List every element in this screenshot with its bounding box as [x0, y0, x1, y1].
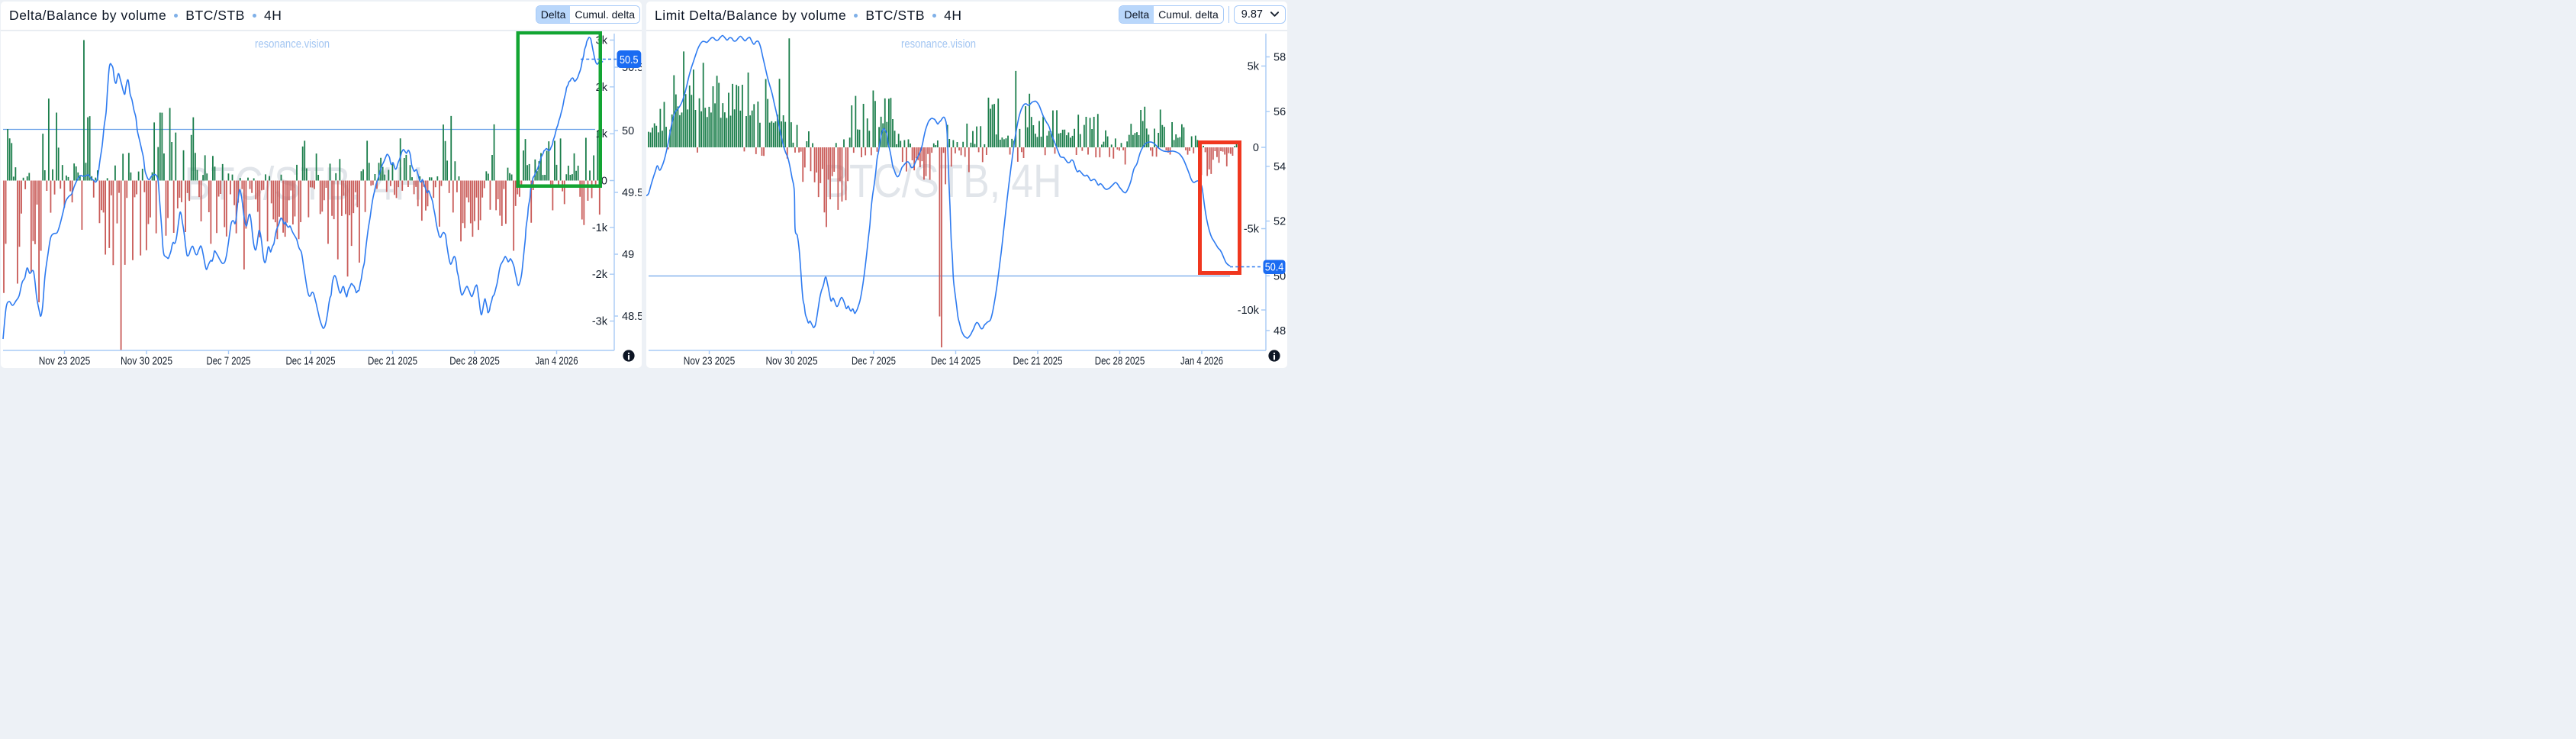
svg-text:50.5: 50.5 [620, 54, 639, 66]
svg-text:-2k: -2k [592, 269, 608, 281]
svg-text:52: 52 [1274, 216, 1286, 228]
svg-text:48: 48 [1274, 325, 1286, 337]
svg-text:Dec 7 2025: Dec 7 2025 [852, 355, 896, 368]
svg-text:Dec 14 2025: Dec 14 2025 [286, 355, 336, 368]
svg-text:5k: 5k [1248, 61, 1260, 73]
svg-text:Dec 14 2025: Dec 14 2025 [931, 355, 980, 368]
svg-text:resonance.vision: resonance.vision [901, 38, 976, 51]
svg-text:50: 50 [622, 125, 634, 137]
svg-text:Dec 28 2025: Dec 28 2025 [449, 355, 500, 368]
svg-text:Dec 21 2025: Dec 21 2025 [368, 355, 417, 368]
svg-text:0: 0 [601, 176, 607, 188]
svg-text:56: 56 [1274, 106, 1286, 118]
svg-text:Dec 21 2025: Dec 21 2025 [1013, 355, 1063, 368]
svg-text:0: 0 [1253, 142, 1259, 154]
svg-text:Nov 30 2025: Nov 30 2025 [766, 355, 818, 368]
svg-text:Nov 23 2025: Nov 23 2025 [39, 355, 91, 368]
svg-text:-5k: -5k [1244, 224, 1260, 236]
svg-text:Nov 30 2025: Nov 30 2025 [121, 355, 172, 368]
svg-text:54: 54 [1274, 161, 1286, 173]
svg-text:Jan 4 2026: Jan 4 2026 [1180, 355, 1223, 368]
svg-text:-3k: -3k [592, 316, 608, 328]
svg-text:50.4: 50.4 [1265, 261, 1284, 273]
svg-text:-10k: -10k [1238, 305, 1260, 317]
svg-text:Nov 23 2025: Nov 23 2025 [684, 355, 736, 368]
svg-text:49: 49 [622, 249, 634, 261]
svg-text:BTC/STB, 4H: BTC/STB, 4H [823, 155, 1062, 207]
svg-text:Dec 7 2025: Dec 7 2025 [207, 355, 251, 368]
svg-text:Dec 28 2025: Dec 28 2025 [1095, 355, 1145, 368]
svg-text:58: 58 [1274, 52, 1286, 64]
svg-text:resonance.vision: resonance.vision [255, 38, 330, 51]
svg-text:48.5: 48.5 [622, 311, 642, 323]
svg-text:49.5: 49.5 [622, 187, 642, 199]
svg-text:Jan 4 2026: Jan 4 2026 [536, 355, 578, 368]
svg-text:-1k: -1k [592, 222, 608, 234]
